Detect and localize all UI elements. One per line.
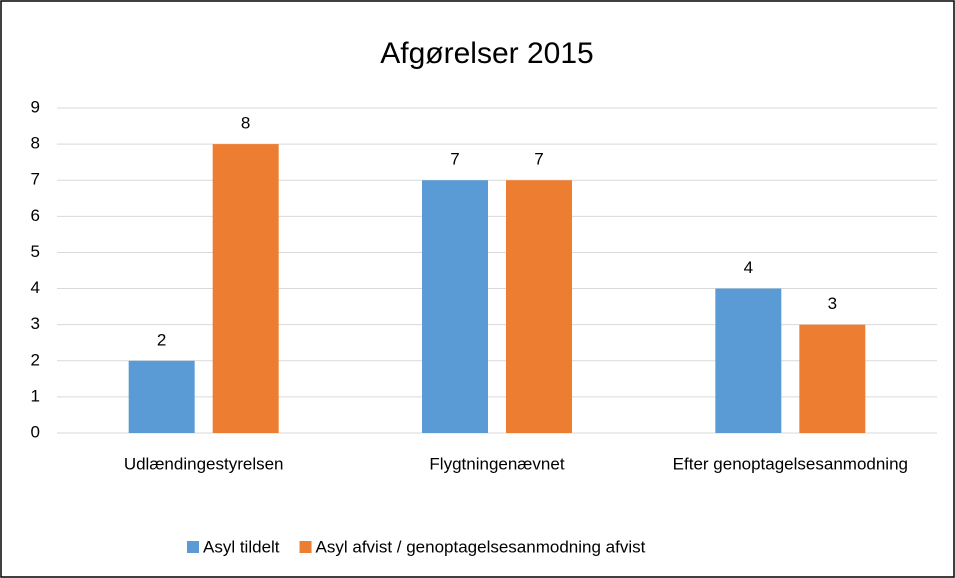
y-tick-label: 8 xyxy=(31,134,40,153)
legend-swatch xyxy=(299,541,312,553)
chart-title: Afgørelser 2015 xyxy=(380,37,593,70)
y-tick-label: 9 xyxy=(31,97,40,116)
y-tick-label: 6 xyxy=(31,206,40,225)
x-tick-label: Udlændingestyrelsen xyxy=(124,454,284,473)
y-tick-label: 7 xyxy=(31,170,40,189)
bar xyxy=(422,180,488,433)
x-tick-label: Flygtningenævnet xyxy=(429,454,564,473)
legend-label: Asyl afvist / genoptagelsesanmodning afv… xyxy=(316,537,646,556)
bar xyxy=(212,144,279,433)
y-tick-label: 5 xyxy=(31,242,40,261)
y-tick-label: 3 xyxy=(31,314,40,333)
data-label: 8 xyxy=(241,114,250,133)
bar xyxy=(506,180,572,433)
data-label: 3 xyxy=(828,294,837,313)
data-label: 4 xyxy=(744,258,753,277)
x-tick-label: Efter genoptagelsesanmodning xyxy=(673,454,908,473)
bar xyxy=(715,288,782,433)
legend-swatch xyxy=(187,541,199,553)
y-tick-label: 0 xyxy=(31,422,40,441)
data-label: 2 xyxy=(157,330,166,349)
y-tick-label: 4 xyxy=(31,278,40,297)
bar xyxy=(128,360,195,433)
y-tick-label: 2 xyxy=(31,350,40,369)
data-label: 7 xyxy=(450,150,459,169)
legend-label: Asyl tildelt xyxy=(203,537,280,556)
y-tick-label: 1 xyxy=(31,386,40,405)
bar xyxy=(799,324,866,433)
data-label: 7 xyxy=(534,150,543,169)
